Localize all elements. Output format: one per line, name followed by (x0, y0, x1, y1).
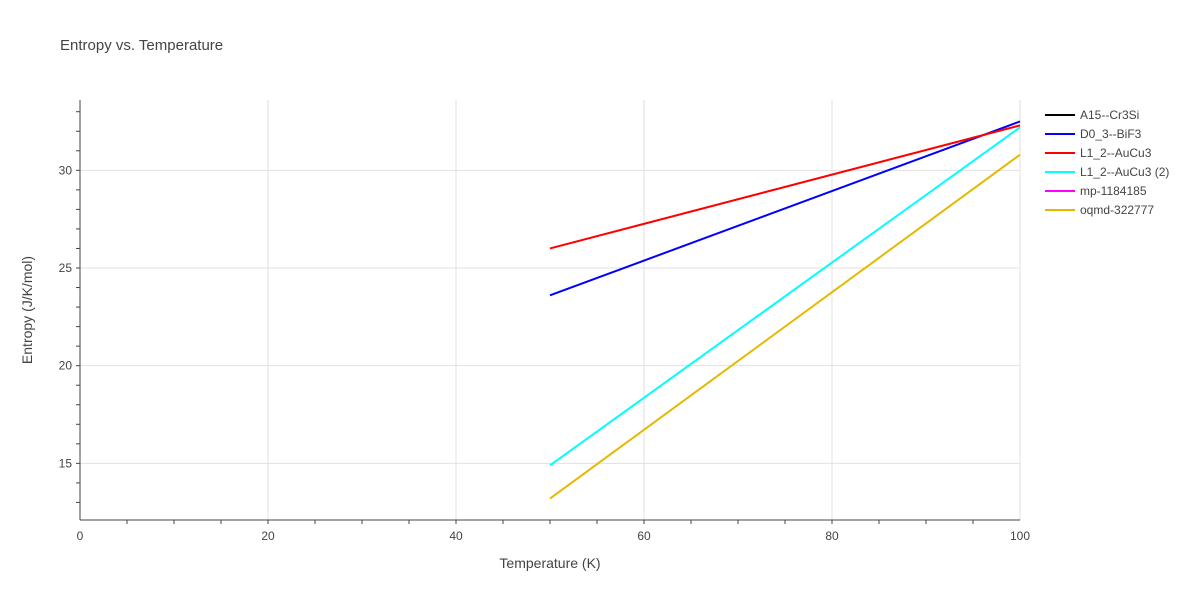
grid-lines (80, 100, 1021, 520)
x-tick-label: 20 (261, 529, 275, 543)
x-tick-label: 80 (825, 529, 839, 543)
legend-label: A15--Cr3Si (1080, 108, 1139, 122)
legend: A15--Cr3Si D0_3--BiF3 L1_2--AuCu3 L1_2--AuC… (1045, 108, 1169, 217)
x-tick-label: 60 (637, 529, 651, 543)
legend-label: L1_2--AuCu3 (1080, 146, 1152, 160)
x-axis-title: Temperature (K) (499, 555, 600, 571)
axes: 0 20 40 60 80 100 15 20 25 30 (59, 100, 1030, 543)
series-line (549, 124, 1021, 250)
y-axis-title: Entropy (J/K/mol) (19, 256, 35, 364)
series-lines (549, 120, 1021, 500)
legend-label: oqmd-322777 (1080, 203, 1154, 217)
y-tick-label: 25 (59, 261, 73, 275)
legend-label: D0_3--BiF3 (1080, 127, 1142, 141)
x-tick-label: 40 (449, 529, 463, 543)
legend-label: L1_2--AuCu3 (2) (1080, 165, 1169, 179)
x-tick-label: 0 (77, 529, 84, 543)
y-tick-label: 15 (59, 456, 73, 470)
series-line (549, 120, 1021, 297)
legend-label: mp-1184185 (1080, 184, 1147, 198)
y-tick-label: 20 (59, 359, 73, 373)
chart-title: Entropy vs. Temperature (60, 37, 223, 54)
series-line (549, 153, 1021, 500)
x-tick-label: 100 (1010, 529, 1030, 543)
series-line (549, 126, 1021, 467)
y-tick-label: 30 (59, 163, 73, 177)
